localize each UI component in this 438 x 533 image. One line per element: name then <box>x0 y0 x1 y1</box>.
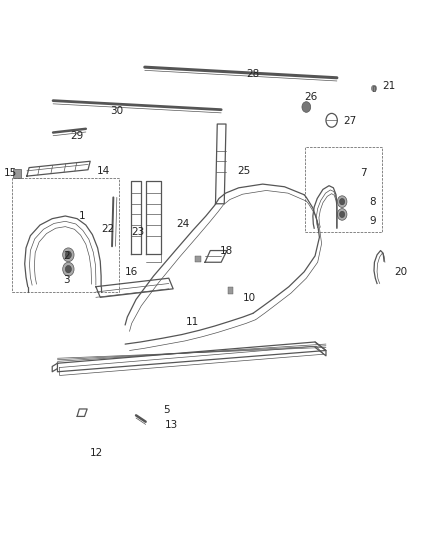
Bar <box>195 256 201 262</box>
Text: 11: 11 <box>186 317 199 327</box>
Circle shape <box>65 265 71 273</box>
Text: 27: 27 <box>343 116 357 126</box>
Circle shape <box>63 262 74 276</box>
Text: 30: 30 <box>110 106 123 116</box>
Bar <box>13 168 21 178</box>
Text: 23: 23 <box>131 227 145 237</box>
Text: 1: 1 <box>79 211 86 221</box>
Text: 16: 16 <box>125 267 138 277</box>
Circle shape <box>339 211 345 217</box>
Text: 20: 20 <box>395 267 408 277</box>
Text: 14: 14 <box>97 166 110 176</box>
Text: 5: 5 <box>163 405 170 415</box>
Circle shape <box>63 248 74 262</box>
Text: 18: 18 <box>220 246 233 255</box>
Bar <box>12 177 119 292</box>
Circle shape <box>337 196 347 207</box>
Circle shape <box>337 208 347 220</box>
Bar <box>228 287 233 294</box>
Text: 7: 7 <box>360 168 367 179</box>
Text: 21: 21 <box>383 81 396 91</box>
Text: 2: 2 <box>63 251 70 261</box>
Text: 8: 8 <box>369 197 376 207</box>
Text: 10: 10 <box>243 293 256 303</box>
Circle shape <box>65 251 71 259</box>
Text: 12: 12 <box>90 448 103 457</box>
Text: 9: 9 <box>369 216 376 227</box>
Circle shape <box>339 198 345 205</box>
Text: 28: 28 <box>246 69 259 79</box>
Text: 24: 24 <box>176 219 189 229</box>
Circle shape <box>371 85 377 92</box>
Text: 22: 22 <box>101 224 114 235</box>
Text: 13: 13 <box>165 420 178 430</box>
Circle shape <box>302 102 311 112</box>
Text: 25: 25 <box>237 166 251 176</box>
Text: 15: 15 <box>4 168 18 179</box>
Text: 29: 29 <box>71 131 84 141</box>
Text: 3: 3 <box>63 275 70 285</box>
Bar <box>305 147 382 232</box>
Text: 26: 26 <box>304 92 317 102</box>
